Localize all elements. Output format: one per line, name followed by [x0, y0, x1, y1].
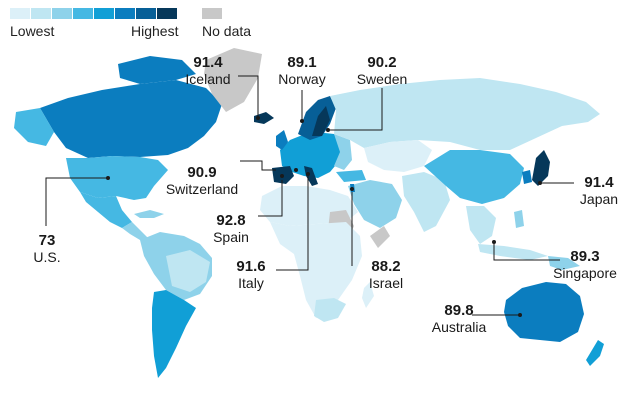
region-australia — [504, 282, 584, 342]
callout-country: Singapore — [553, 265, 617, 281]
region-alaska — [14, 108, 54, 146]
leader-singapore — [493, 244, 560, 261]
callout-israel: 88.2 Israel — [356, 258, 416, 292]
anchor-israel — [350, 187, 354, 191]
legend-swatch-8 — [157, 8, 177, 19]
anchor-norway — [300, 119, 304, 123]
callout-value: 89.8 — [444, 302, 474, 319]
region-central-asia — [364, 140, 432, 172]
legend-swatch-6 — [115, 8, 135, 19]
region-central-america — [122, 222, 150, 240]
legend-swatch-2 — [31, 8, 51, 19]
leader-us — [45, 177, 108, 226]
callout-switzerland: 90.9 Switzerland — [160, 164, 244, 198]
leader-iceland — [238, 75, 259, 116]
anchor-australia — [518, 313, 522, 317]
callout-country: Sweden — [356, 71, 408, 87]
anchor-japan — [538, 181, 542, 185]
region-uk — [276, 130, 288, 150]
legend-swatch-4 — [73, 8, 93, 19]
callout-value: 90.9 — [187, 164, 217, 181]
callout-value: 73 — [38, 232, 56, 249]
leader-spain — [258, 180, 283, 217]
region-arctic-islands — [118, 56, 196, 84]
legend-swatch-5 — [94, 8, 114, 19]
anchor-us — [106, 176, 110, 180]
callout-value: 89.3 — [570, 248, 600, 265]
anchor-italy — [306, 172, 310, 176]
callout-singapore: 89.3 Singapore — [548, 248, 622, 282]
callout-italy: 91.6 Italy — [224, 258, 278, 292]
region-russia — [330, 78, 600, 150]
anchor-spain — [280, 174, 284, 178]
callout-japan: 91.4 Japan — [572, 174, 626, 208]
region-europe — [280, 132, 344, 178]
callout-country: Japan — [579, 191, 619, 207]
region-philippines — [514, 210, 524, 228]
callout-value: 91.4 — [193, 54, 223, 71]
region-brazil — [166, 250, 210, 292]
region-southeast-asia — [466, 206, 496, 244]
callout-value: 88.2 — [371, 258, 401, 275]
anchor-sweden — [326, 128, 330, 132]
region-korea — [522, 170, 532, 184]
region-central-africa — [270, 222, 362, 318]
callout-australia: 89.8 Australia — [424, 302, 494, 336]
region-eastern-europe — [334, 134, 352, 170]
anchor-switzerland — [294, 168, 298, 172]
region-italy — [304, 166, 318, 186]
region-south-asia — [402, 172, 450, 232]
region-southern-africa — [314, 298, 346, 322]
callout-value: 90.2 — [367, 54, 397, 71]
callout-norway: 89.1 Norway — [272, 54, 332, 88]
callout-country: U.S. — [33, 249, 61, 265]
callout-country: Spain — [213, 229, 249, 245]
region-new-zealand — [586, 340, 604, 366]
region-iceland — [254, 112, 274, 124]
callout-country: Italy — [238, 275, 264, 291]
anchor-iceland — [256, 116, 260, 120]
legend-low-label: Lowest — [10, 23, 55, 39]
callout-value: 89.1 — [287, 54, 317, 71]
leader-italy — [276, 176, 309, 271]
callout-spain: 92.8 Spain — [204, 212, 258, 246]
region-madagascar — [362, 282, 374, 308]
region-sweden — [312, 106, 330, 136]
callout-value: 91.6 — [236, 258, 266, 275]
legend-high-label: Highest — [131, 23, 179, 39]
callout-iceland: 91.4 Iceland — [178, 54, 238, 88]
anchor-singapore — [492, 240, 496, 244]
leader-switzerland — [240, 160, 276, 171]
legend-swatch-1 — [10, 8, 30, 19]
callout-country: Norway — [278, 71, 326, 87]
region-japan — [532, 150, 550, 186]
region-canada — [40, 80, 222, 158]
region-mexico — [80, 192, 132, 228]
callout-country: Iceland — [185, 71, 231, 87]
callout-us: 73 U.S. — [22, 232, 72, 266]
region-china — [424, 150, 524, 204]
region-caribbean — [134, 210, 164, 218]
callout-country: Switzerland — [165, 181, 239, 197]
callout-value: 91.4 — [584, 174, 614, 191]
region-indonesia — [478, 244, 548, 260]
leader-sweden — [330, 88, 383, 131]
callout-country: Australia — [431, 319, 487, 335]
region-usa — [66, 156, 168, 200]
region-greenland — [204, 48, 262, 112]
region-turkey — [336, 170, 366, 182]
region-somalia-nodata — [370, 226, 390, 248]
legend-swatch-3 — [52, 8, 72, 19]
legend-swatch-7 — [136, 8, 156, 19]
region-middle-east — [348, 180, 402, 228]
legend-swatch-nodata — [202, 8, 222, 19]
callout-sweden: 90.2 Sweden — [352, 54, 412, 88]
callout-country: Israel — [368, 275, 404, 291]
region-south-america-south — [152, 290, 196, 378]
callout-value: 92.8 — [216, 212, 246, 229]
legend-nodata-label: No data — [202, 23, 252, 39]
